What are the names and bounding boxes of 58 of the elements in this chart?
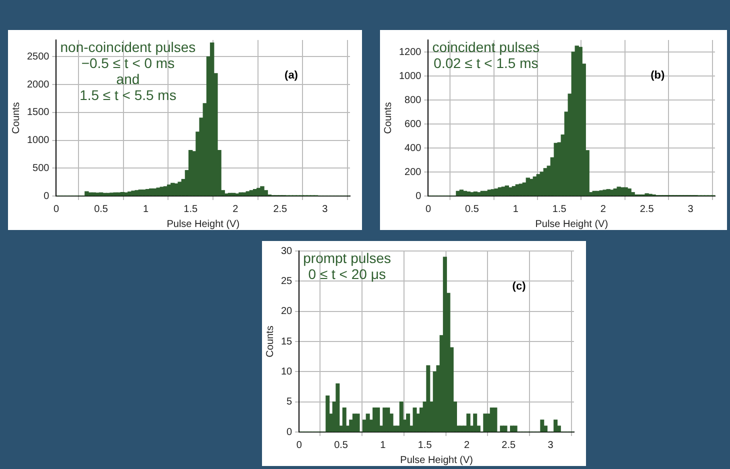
y-axis-title: Counts	[10, 102, 22, 134]
x-tick-label: 0.5	[465, 204, 480, 215]
x-tick-label: 3	[548, 440, 554, 451]
annotation: 1.5 ≤ t < 5.5 ms	[80, 86, 176, 103]
y-tick-label: 10	[281, 366, 293, 378]
y-tick-label: 800	[404, 94, 422, 106]
x-tick-label: 1.5	[418, 440, 432, 451]
y-tick-label: 2000	[26, 79, 50, 90]
annotation: coincident pulses	[432, 38, 540, 55]
y-tick-label: 1000	[398, 70, 422, 82]
y-tick-label: 15	[281, 336, 293, 348]
x-tick-label: 2.5	[502, 440, 516, 451]
y-tick-label: 25	[281, 276, 293, 287]
y-tick-label: 0	[286, 426, 293, 438]
x-tick-label: 2.5	[273, 204, 288, 215]
x-tick-label: 2	[232, 204, 239, 215]
y-tick-label: 2500	[26, 51, 50, 62]
x-tick-label: 1	[380, 440, 386, 451]
x-tick-label: 1.5	[552, 204, 567, 215]
x-tick-label: 1	[512, 204, 519, 215]
x-tick-label: 0.5	[94, 204, 108, 215]
y-tick-label: 1000	[26, 135, 50, 146]
y-tick-label: 30	[281, 246, 293, 257]
x-tick-label: 0	[53, 204, 60, 215]
x-axis-title: Pulse Height (V)	[166, 218, 240, 230]
x-tick-label: 0.5	[334, 440, 348, 451]
y-tick-label: 1200	[398, 46, 422, 58]
y-tick-label: 0	[44, 190, 50, 202]
x-tick-label: 1	[143, 204, 150, 215]
x-tick-label: 0	[296, 440, 302, 451]
annotation: 0.02 ≤ t < 1.5 ms	[434, 54, 538, 71]
y-axis-title: Counts	[264, 326, 276, 358]
y-tick-label: 400	[404, 142, 422, 154]
annotation: non-coincident pulses	[60, 38, 196, 55]
y-tick-label: 5	[286, 396, 293, 408]
x-tick-label: 2	[464, 440, 470, 451]
y-tick-label: 0	[416, 190, 422, 202]
y-tick-label: 20	[281, 306, 293, 318]
x-tick-label: 2	[600, 204, 606, 215]
annotation: and	[116, 70, 140, 87]
annotation: −0.5 ≤ t < 0 ms	[81, 54, 175, 71]
annotation: prompt pulses	[303, 250, 392, 266]
x-tick-label: 2.5	[640, 204, 654, 215]
x-axis-title: Pulse Height (V)	[400, 454, 473, 466]
x-axis-title: Pulse Height (V)	[535, 218, 608, 230]
annotation: 0 ≤ t < 20 μs	[308, 266, 386, 282]
y-tick-label: 1500	[26, 107, 50, 118]
annotation: (b)	[650, 70, 666, 82]
annotation: (c)	[512, 280, 526, 293]
y-axis-title: Counts	[382, 102, 394, 134]
x-tick-label: 3	[688, 204, 694, 215]
y-tick-label: 500	[32, 162, 50, 174]
annotation: (a)	[284, 70, 298, 82]
y-tick-label: 200	[404, 166, 422, 178]
x-tick-label: 1.5	[184, 204, 198, 215]
y-tick-label: 600	[404, 118, 422, 130]
x-tick-label: 0	[425, 204, 432, 215]
x-tick-label: 3	[322, 204, 328, 215]
